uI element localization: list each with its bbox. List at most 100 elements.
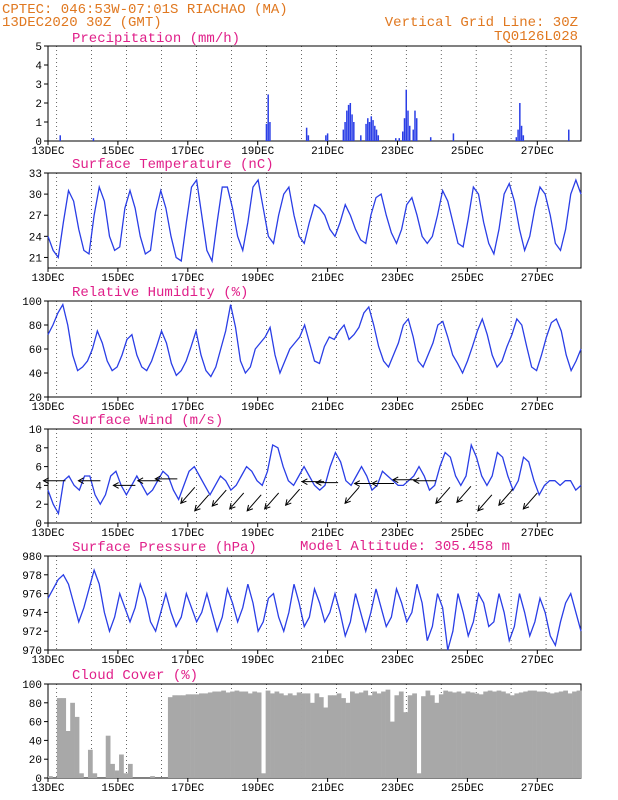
y-tick-label: 33 — [29, 169, 42, 181]
precip-bar — [415, 118, 418, 141]
cloud-bar — [403, 712, 409, 778]
precip-bar — [269, 122, 271, 141]
cloud-bar — [278, 693, 284, 778]
cloud-bar — [243, 691, 249, 778]
cloud-bar — [176, 695, 182, 778]
cloud-bar — [150, 776, 155, 778]
cloud-bar — [105, 735, 111, 778]
cloud-bar — [358, 692, 364, 778]
cloud-bar — [345, 702, 351, 778]
cloud-bar — [92, 773, 98, 778]
panel-title: Precipitation (mm/h) — [72, 31, 240, 47]
panel-title: Surface Pressure (hPa) — [72, 540, 257, 556]
cloud-bar — [283, 695, 289, 778]
y-tick-label: 978 — [22, 571, 42, 583]
wind-arrow-head — [344, 497, 351, 505]
y-tick-label: 10 — [29, 425, 42, 437]
wind-arrow — [456, 486, 472, 503]
precip-bar — [412, 129, 414, 141]
wind-arrow-head — [391, 476, 399, 484]
wind-arrow — [285, 488, 301, 506]
cloud-bar — [376, 693, 382, 778]
precip-bar — [344, 122, 346, 141]
cloud-bar — [536, 691, 542, 778]
y-tick-label: 4 — [35, 481, 42, 493]
wind-arrow-head — [136, 477, 144, 485]
x-tick-label: 21DEC — [311, 146, 344, 158]
cloud-bar — [70, 702, 75, 778]
x-tick-label: 17DEC — [171, 783, 204, 795]
x-tick-label: 15DEC — [101, 783, 134, 795]
cloud-bar — [114, 770, 120, 778]
cloud-bar — [216, 691, 222, 778]
precip-bar — [395, 138, 397, 141]
x-tick-label: 21DEC — [311, 402, 344, 414]
x-tick-label: 15DEC — [101, 402, 134, 414]
series-line — [47, 567, 582, 651]
x-tick-label: 13DEC — [31, 146, 64, 158]
x-tick-label: 25DEC — [451, 273, 484, 285]
cloud-bar — [212, 691, 218, 778]
cloud-bar — [429, 695, 435, 778]
y-tick-label: 0 — [35, 137, 42, 149]
x-tick-label: 13DEC — [31, 402, 64, 414]
cloud-bar — [434, 702, 440, 778]
precip-bar — [375, 129, 378, 141]
wind-arrow — [477, 494, 493, 512]
precip-bar — [452, 133, 455, 141]
y-tick-label: 5 — [35, 42, 42, 54]
wind-arrow-head — [194, 504, 201, 512]
x-tick-label: 23DEC — [381, 528, 414, 540]
cloud-bar — [527, 690, 533, 778]
plot-frame — [47, 300, 582, 398]
cloud-bar — [363, 690, 369, 778]
precip-bar — [353, 122, 355, 141]
wind-arrow — [194, 494, 210, 512]
header-grid-note: Vertical Grid Line: 30Z — [385, 15, 578, 31]
wind-arrow — [229, 492, 245, 510]
wind-arrow-head — [370, 480, 378, 487]
series-line — [47, 442, 582, 516]
precip-bar — [370, 116, 373, 141]
series-line — [47, 178, 582, 264]
x-tick-label: 25DEC — [451, 783, 484, 795]
wind-arrow-head — [477, 504, 484, 512]
x-tick-label: 19DEC — [241, 273, 274, 285]
y-tick-label: 976 — [22, 590, 42, 602]
cloud-bar — [461, 693, 466, 778]
header-date: 13DEC2020 30Z (GMT) — [2, 15, 162, 31]
panel-4: 970 972 974 976 978 980 13DEC 15DEC 17DEC 19DEC 21… — [22, 540, 582, 667]
precip-bar — [405, 89, 407, 141]
cloud-bar — [554, 692, 560, 778]
precip-bar — [398, 138, 401, 141]
wind-arrow-head — [412, 477, 420, 485]
cloud-bar — [252, 691, 258, 778]
y-tick-label: 24 — [29, 232, 43, 244]
cloud-bar — [509, 695, 515, 778]
plot-frame — [47, 555, 582, 651]
cloud-bar — [110, 763, 115, 778]
cloud-bar — [56, 698, 62, 778]
y-tick-label: 100 — [22, 680, 42, 692]
cloud-bar — [492, 691, 497, 778]
y-tick-label: 60 — [29, 345, 42, 357]
cloud-bar — [501, 691, 506, 778]
x-tick-label: 25DEC — [451, 402, 484, 414]
cloud-bar — [541, 691, 546, 778]
precip-bar — [59, 135, 61, 141]
cloud-bar — [558, 691, 564, 778]
cloud-bar — [207, 692, 213, 778]
precip-bar — [374, 125, 376, 141]
precip-bar — [377, 135, 380, 141]
y-tick-label: 980 — [22, 552, 42, 564]
cloud-bar — [394, 695, 400, 778]
y-tick-label: 40 — [29, 369, 42, 381]
cloud-bar — [323, 707, 329, 778]
precip-bar — [429, 137, 432, 141]
cloud-bar — [416, 773, 422, 778]
cloud-bar — [65, 731, 71, 778]
x-tick-label: 21DEC — [311, 273, 344, 285]
cloud-bar — [194, 694, 200, 778]
cloud-bar — [447, 691, 453, 778]
